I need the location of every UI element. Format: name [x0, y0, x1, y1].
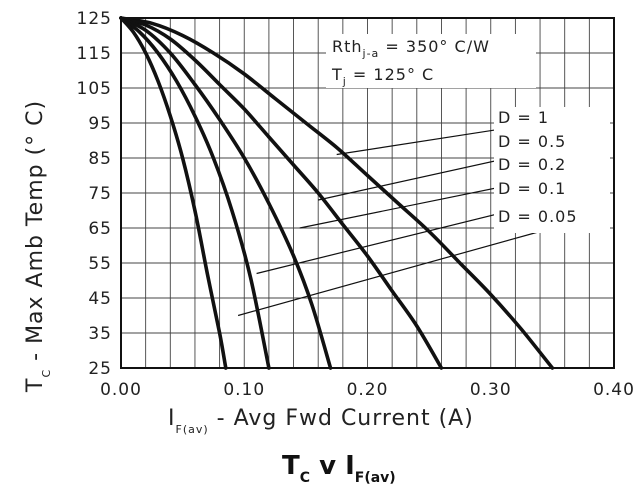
x-tick-label: 0.10: [223, 380, 265, 400]
y-ticks: 25 35 45 55 65 75 85 95 105 115 125: [77, 9, 112, 379]
y-tick-label: 105: [77, 79, 112, 99]
y-tick-label: 55: [88, 254, 112, 274]
x-tick-label: 0.00: [100, 380, 142, 400]
y-tick-label: 125: [77, 9, 112, 29]
annotation-tj: Tj = 125° C: [331, 65, 434, 88]
series-line: [119, 16, 333, 370]
legend-entry: D = 0.05: [498, 207, 578, 226]
legend-entry: D = 0.1: [498, 179, 566, 198]
legend-leader-line: [237, 230, 541, 317]
series-curves: [119, 16, 555, 370]
legend-leader-line: [256, 202, 541, 275]
y-tick-label: 115: [77, 44, 112, 64]
annotation-rth: Rthj-a = 350° C/W: [332, 37, 490, 60]
legend-entry: D = 0.2: [498, 155, 566, 174]
chart-title: TC v IF(av): [282, 451, 396, 486]
series-line: [119, 16, 271, 370]
x-axis-label: IF(av) - Avg Fwd Current (A): [168, 406, 474, 436]
x-tick-label: 0.20: [347, 380, 389, 400]
y-tick-label: 35: [88, 324, 112, 344]
annotation-background: [326, 34, 536, 88]
legend-entry: D = 0.5: [498, 132, 566, 151]
y-tick-label: 95: [88, 114, 112, 134]
legend-background: [494, 107, 610, 233]
y-tick-label: 45: [88, 289, 112, 309]
series-line: [119, 16, 555, 370]
legend-entry: D = 1: [498, 108, 549, 127]
legend: D = 1 D = 0.5 D = 0.2 D = 0.1 D = 0.05: [494, 107, 610, 233]
x-ticks: 0.00 0.10 0.20 0.30 0.40: [100, 380, 635, 400]
series-line: [119, 16, 444, 370]
y-tick-label: 75: [88, 184, 112, 204]
y-tick-label: 85: [88, 149, 112, 169]
y-tick-label: 25: [88, 359, 112, 379]
y-tick-label: 65: [88, 219, 112, 239]
x-tick-label: 0.40: [593, 380, 635, 400]
y-axis-label: TC - Max Amb Temp (° C): [23, 100, 53, 393]
plot-frame: [120, 17, 615, 369]
x-tick-label: 0.30: [470, 380, 512, 400]
series-line: [119, 16, 228, 370]
